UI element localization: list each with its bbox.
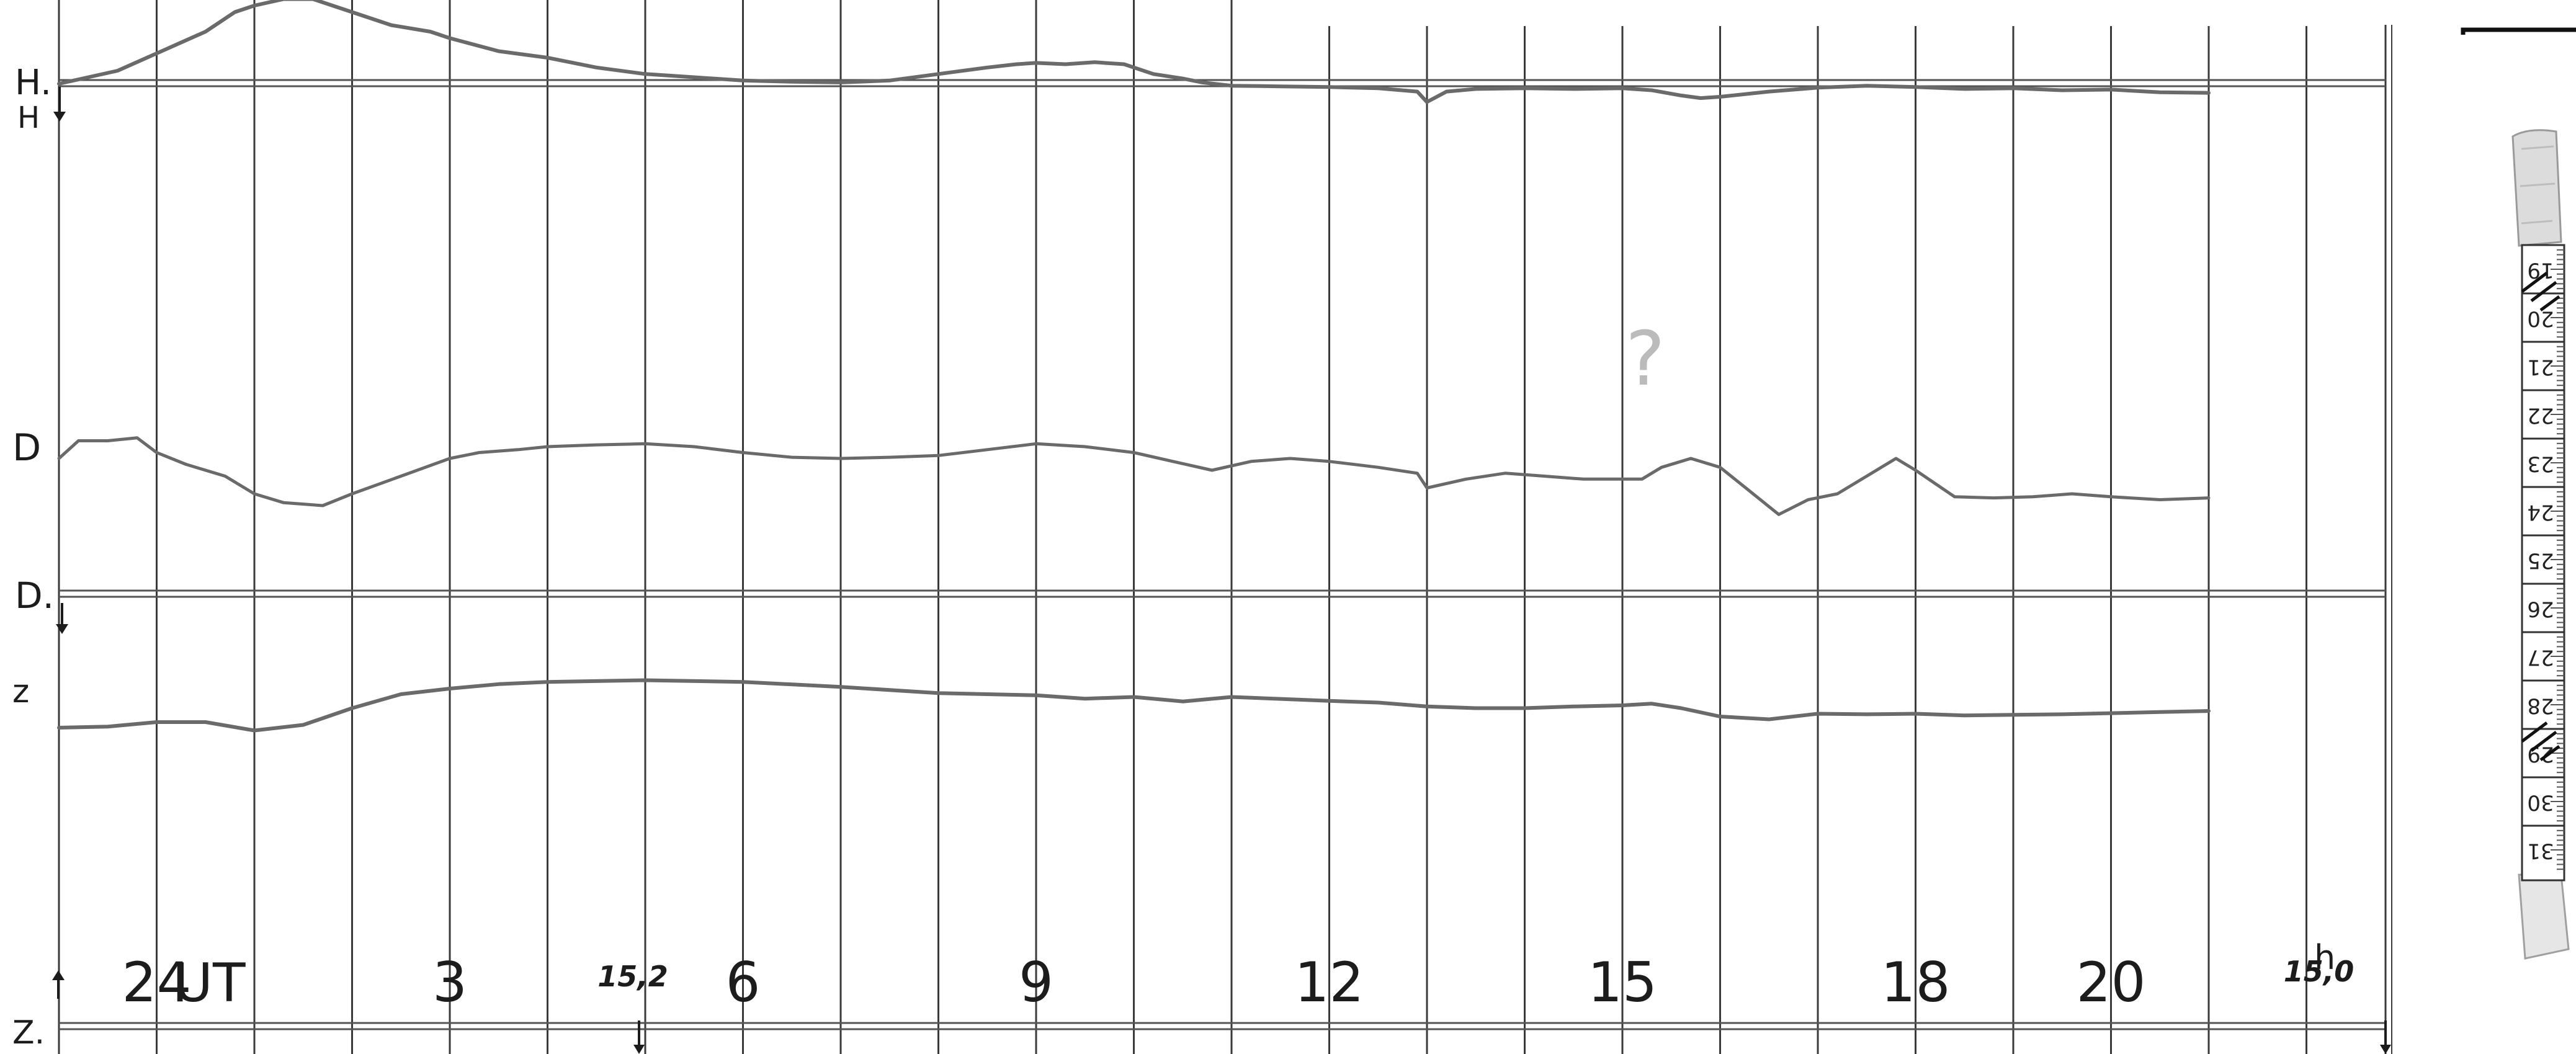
label-d-series: D [12,426,41,470]
label-z-baseline: Z. [12,1014,45,1052]
x-tick-label: 18 [1881,950,1951,1014]
ruler-label: 22 [2527,403,2554,428]
label-h-arrow: H [17,100,40,135]
baseline-z [59,1022,2386,1030]
series-h-trace [57,0,2211,104]
ruler-label: 27 [2527,645,2554,670]
z-arrow-icon [52,970,65,999]
label-h-baseline: H. [15,63,51,103]
tape-hatch-2 [2521,721,2560,762]
ruler-label: 20 [2527,306,2554,331]
pencil-mark: ? [1626,316,1665,403]
ruler-label: 23 [2527,452,2554,476]
tape-piece [2511,129,2570,960]
label-z-series: z [12,673,29,710]
x-tick-label: 3 [432,950,467,1014]
scale-arrow-icon [2380,1021,2391,1054]
ruler-label: 26 [2527,597,2554,622]
x-tick-label: 24 [122,950,192,1014]
h-arrow-icon [53,87,66,122]
x-tick-label: 15 [1588,950,1657,1014]
ut-label: UT [174,952,246,1014]
ruler-label: 24 [2527,500,2554,525]
ruler-label: 30 [2527,790,2554,815]
scale-value-left: 15,2 [597,960,668,993]
ruler-label: 28 [2527,694,2554,718]
top-right-bracket [2461,27,2576,35]
x-tick-labels: 24 3 6 9 12 15 18 20 [122,950,2146,1014]
tape-hatch-1 [2521,272,2560,312]
hour-suffix: h [2314,938,2335,977]
x-tick-label: 6 [726,950,761,1014]
baseline-lines [59,79,2386,1030]
series-traces [57,0,2211,733]
series-z-trace [57,678,2211,733]
ruler-label: 25 [2527,548,2554,573]
x-tick-label: 20 [2077,950,2146,1014]
baseline-d [59,589,2386,598]
scale-arrow-icons [633,1021,2391,1054]
x-tick-label: 9 [1019,950,1053,1014]
ruler-label: 21 [2527,355,2554,380]
grid-lines [58,0,2392,1054]
ruler-label: 31 [2527,839,2554,864]
scale-arrow-icon [633,1021,645,1054]
x-tick-label: 12 [1295,950,1364,1014]
scale-value-right: 15,0 [2284,955,2355,988]
d-arrow-icon [56,603,68,634]
label-d-baseline: D. [15,574,54,617]
series-d-trace [57,436,2211,516]
